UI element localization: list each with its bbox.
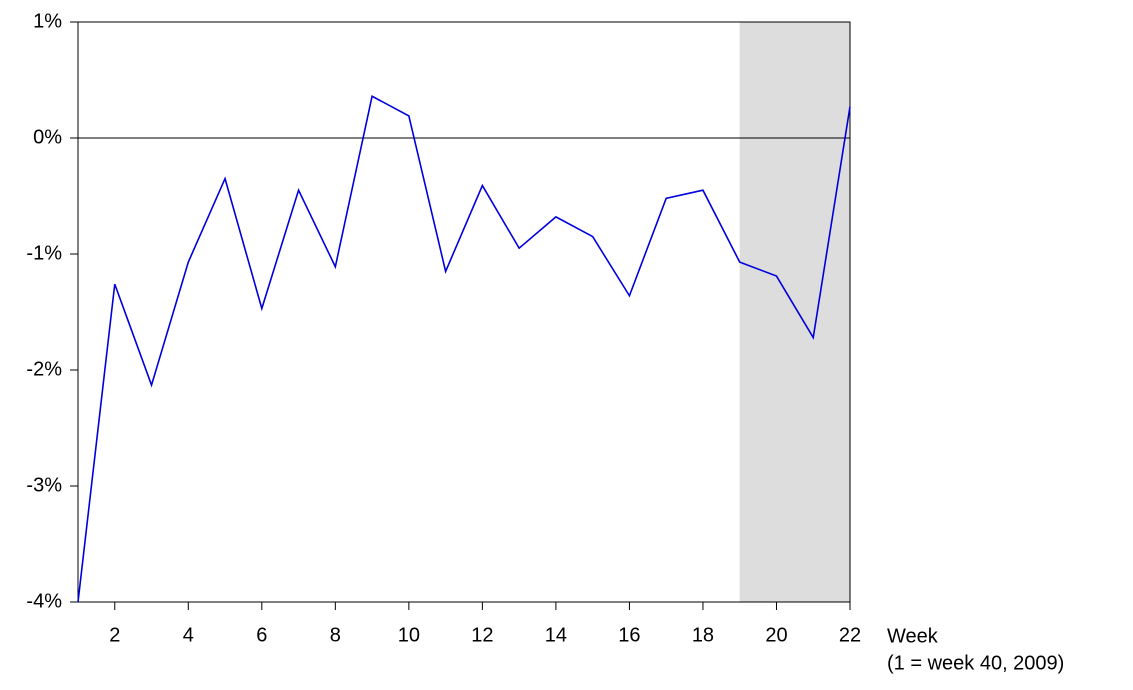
x-tick-label: 18 bbox=[692, 624, 714, 646]
x-axis-label: Week bbox=[887, 625, 939, 647]
x-tick-label: 22 bbox=[839, 624, 861, 646]
y-tick-label: -3% bbox=[26, 474, 62, 496]
y-tick-label: -2% bbox=[26, 358, 62, 380]
x-tick-label: 2 bbox=[109, 624, 120, 646]
x-tick-label: 6 bbox=[256, 624, 267, 646]
x-axis-note: (1 = week 40, 2009) bbox=[887, 652, 1064, 674]
x-tick-label: 8 bbox=[330, 624, 341, 646]
x-tick-label: 20 bbox=[765, 624, 787, 646]
x-tick-label: 4 bbox=[183, 624, 194, 646]
x-tick-label: 14 bbox=[545, 624, 567, 646]
x-tick-label: 10 bbox=[398, 624, 420, 646]
x-tick-label: 16 bbox=[618, 624, 640, 646]
x-tick-label: 12 bbox=[471, 624, 493, 646]
line-series bbox=[77, 95, 851, 603]
y-tick-label: -4% bbox=[26, 590, 62, 612]
y-tick-label: 0% bbox=[33, 126, 62, 148]
y-tick-label: -1% bbox=[26, 242, 62, 264]
plot-frame bbox=[77, 21, 851, 603]
y-tick-label: 1% bbox=[33, 10, 62, 32]
shaded-region bbox=[739, 22, 850, 602]
